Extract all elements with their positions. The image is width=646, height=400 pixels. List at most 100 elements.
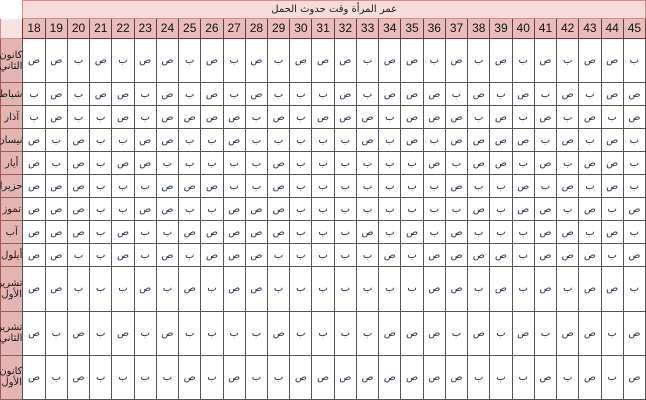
cell-35-11[interactable]: ص: [400, 310, 424, 356]
age-header-18[interactable]: 18: [22, 18, 46, 39]
cell-45-1[interactable]: ب: [622, 37, 646, 84]
cell-45-5[interactable]: ب: [622, 151, 646, 176]
cell-29-10[interactable]: ب: [267, 266, 291, 312]
cell-27-12[interactable]: ص: [222, 354, 246, 400]
cell-20-10[interactable]: ب: [66, 266, 91, 312]
cell-35-10[interactable]: ب: [400, 266, 424, 312]
cell-38-4[interactable]: ص: [467, 128, 491, 153]
cell-33-6[interactable]: ب: [355, 174, 380, 199]
age-header-38[interactable]: 38: [467, 18, 491, 39]
cell-23-1[interactable]: ص: [133, 37, 157, 84]
cell-37-2[interactable]: ب: [444, 82, 469, 107]
age-header-42[interactable]: 42: [556, 18, 580, 39]
cell-18-5[interactable]: ص: [22, 151, 46, 176]
cell-22-11[interactable]: ص: [111, 310, 135, 356]
cell-25-2[interactable]: ب: [178, 82, 202, 107]
cell-39-12[interactable]: ب: [489, 354, 513, 400]
cell-27-8[interactable]: ص: [222, 220, 246, 245]
cell-20-8[interactable]: ص: [66, 220, 91, 245]
cell-23-11[interactable]: ب: [133, 310, 157, 356]
cell-38-9[interactable]: ص: [467, 243, 491, 268]
cell-21-10[interactable]: ب: [89, 266, 113, 312]
cell-34-3[interactable]: ب: [378, 105, 402, 130]
cell-29-6[interactable]: ص: [267, 174, 291, 199]
cell-45-10[interactable]: ب: [622, 266, 646, 312]
cell-22-4[interactable]: ب: [111, 128, 135, 153]
cell-31-4[interactable]: ب: [311, 128, 335, 153]
cell-38-8[interactable]: ب: [467, 220, 491, 245]
cell-25-11[interactable]: ب: [178, 310, 202, 356]
cell-42-3[interactable]: ب: [556, 105, 580, 130]
cell-28-11[interactable]: ب: [244, 310, 269, 356]
cell-25-12[interactable]: ص: [178, 354, 202, 400]
cell-34-9[interactable]: ص: [378, 243, 402, 268]
cell-31-8[interactable]: ب: [311, 220, 335, 245]
cell-34-4[interactable]: ب: [378, 128, 402, 153]
cell-21-3[interactable]: ب: [89, 105, 113, 130]
cell-35-3[interactable]: ص: [400, 105, 424, 130]
cell-30-7[interactable]: ب: [289, 197, 313, 222]
cell-18-3[interactable]: ب: [22, 105, 46, 130]
cell-30-9[interactable]: ب: [289, 243, 313, 268]
age-header-25[interactable]: 25: [178, 18, 202, 39]
cell-29-1[interactable]: ب: [267, 37, 291, 84]
cell-21-9[interactable]: ب: [89, 243, 113, 268]
cell-22-12[interactable]: ب: [111, 354, 135, 400]
cell-31-1[interactable]: ص: [311, 37, 335, 84]
cell-41-12[interactable]: ص: [533, 354, 558, 400]
cell-36-11[interactable]: ص: [422, 310, 446, 356]
cell-42-4[interactable]: ص: [556, 128, 580, 153]
cell-33-3[interactable]: ص: [355, 105, 380, 130]
cell-38-2[interactable]: ص: [467, 82, 491, 107]
cell-20-9[interactable]: ب: [66, 243, 91, 268]
cell-43-3[interactable]: ص: [578, 105, 602, 130]
cell-29-3[interactable]: ص: [267, 105, 291, 130]
cell-28-12[interactable]: ب: [244, 354, 269, 400]
cell-41-1[interactable]: ص: [533, 37, 558, 84]
cell-43-10[interactable]: ص: [578, 266, 602, 312]
cell-45-9[interactable]: ص: [622, 243, 646, 268]
cell-32-5[interactable]: ب: [333, 151, 357, 176]
cell-40-6[interactable]: ص: [511, 174, 535, 199]
cell-24-12[interactable]: ب: [155, 354, 180, 400]
cell-28-4[interactable]: ب: [244, 128, 269, 153]
cell-30-4[interactable]: ب: [289, 128, 313, 153]
cell-33-5[interactable]: ب: [355, 151, 380, 176]
age-header-22[interactable]: 22: [111, 18, 135, 39]
cell-19-8[interactable]: ص: [44, 220, 68, 245]
cell-19-7[interactable]: ص: [44, 197, 68, 222]
cell-19-4[interactable]: ب: [44, 128, 68, 153]
cell-18-11[interactable]: ص: [22, 310, 46, 356]
cell-22-10[interactable]: ب: [111, 266, 135, 312]
cell-36-8[interactable]: ب: [422, 220, 446, 245]
cell-43-4[interactable]: ب: [578, 128, 602, 153]
cell-20-6[interactable]: ص: [66, 174, 91, 199]
cell-37-12[interactable]: ص: [444, 354, 469, 400]
cell-39-7[interactable]: ب: [489, 197, 513, 222]
cell-41-2[interactable]: ب: [533, 82, 558, 107]
cell-38-1[interactable]: ب: [467, 37, 491, 84]
cell-35-6[interactable]: ب: [400, 174, 424, 199]
cell-39-1[interactable]: ص: [489, 37, 513, 84]
cell-25-4[interactable]: ب: [178, 128, 202, 153]
cell-24-11[interactable]: ص: [155, 310, 180, 356]
cell-29-4[interactable]: ب: [267, 128, 291, 153]
cell-23-9[interactable]: ب: [133, 243, 157, 268]
cell-38-7[interactable]: ص: [467, 197, 491, 222]
cell-37-8[interactable]: ص: [444, 220, 469, 245]
cell-22-1[interactable]: ب: [111, 37, 135, 84]
cell-20-2[interactable]: ب: [66, 82, 91, 107]
cell-45-8[interactable]: ب: [622, 220, 646, 245]
cell-40-2[interactable]: ص: [511, 82, 535, 107]
cell-33-1[interactable]: ب: [355, 37, 380, 84]
cell-18-8[interactable]: ص: [22, 220, 46, 245]
age-header-27[interactable]: 27: [222, 18, 246, 39]
cell-39-3[interactable]: ص: [489, 105, 513, 130]
cell-27-1[interactable]: ب: [222, 37, 246, 84]
cell-43-8[interactable]: ب: [578, 220, 602, 245]
age-header-21[interactable]: 21: [89, 18, 113, 39]
cell-30-2[interactable]: ب: [289, 82, 313, 107]
cell-34-6[interactable]: ب: [378, 174, 402, 199]
cell-39-5[interactable]: ص: [489, 151, 513, 176]
cell-30-6[interactable]: ب: [289, 174, 313, 199]
